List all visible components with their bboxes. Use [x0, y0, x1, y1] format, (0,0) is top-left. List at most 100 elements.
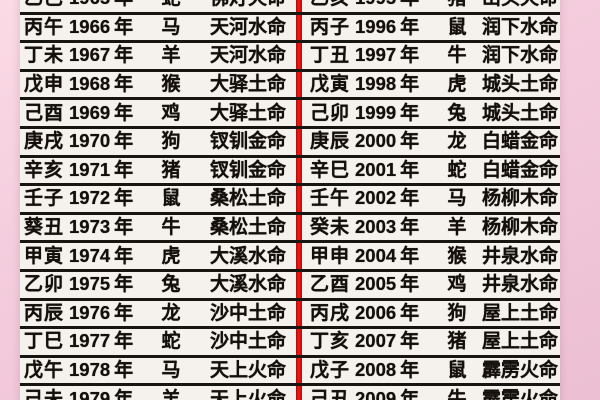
ganzhi-label: 庚戌 — [24, 131, 65, 153]
zodiac-animal: 虎 — [447, 74, 467, 96]
year-suffix: 年 — [114, 188, 134, 210]
ganzhi-year: 庚戌 1970 年 — [24, 131, 146, 153]
zodiac-animal: 马 — [447, 188, 467, 210]
nayin-element: 井泉水命 — [482, 274, 559, 296]
year-suffix: 年 — [400, 360, 420, 382]
row-left-half: 壬子 1972 年鼠桑松土命 — [20, 187, 290, 210]
ganzhi-year: 乙亥 1995 年 — [310, 0, 432, 8]
row-right-half: 己丑 2009 年 牛 霹雳火命 — [290, 388, 560, 400]
zodiac-animal: 羊 — [161, 388, 181, 400]
zodiac-animal: 猪 — [432, 0, 482, 8]
zodiac-animal: 虎 — [161, 245, 181, 267]
year-suffix: 年 — [400, 245, 420, 267]
ganzhi-year: 丁巳 1977 年 — [24, 331, 146, 353]
row-left-half: 庚戌 1970 年狗钗钏金命 — [20, 131, 290, 153]
year-value: 1972 — [69, 187, 111, 209]
nayin-element: 润下水命 — [482, 45, 559, 67]
ganzhi-label: 戊子 — [310, 360, 351, 382]
zodiac-animal: 鼠 — [447, 16, 467, 38]
year-suffix: 年 — [114, 217, 134, 239]
ganzhi-label: 癸未 — [310, 217, 351, 239]
table-row: 己酉 1969 年鸡大驿土命 己卯 1999 年兔城头土命 — [20, 100, 560, 129]
nayin-element: 钗钏金命 — [209, 159, 286, 181]
year-suffix: 年 — [400, 45, 420, 67]
ganzhi-year: 丁亥 2007 年 — [310, 331, 432, 353]
table-row: 戊午 1978 年马天上火命 戊子 2008 年鼠霹雳火命 — [20, 358, 560, 387]
ganzhi-year: 乙酉 2005 年 — [310, 273, 432, 295]
ganzhi-label: 乙巳 — [24, 0, 64, 8]
year-suffix: 年 — [400, 188, 420, 210]
ganzhi-year: 乙卯 1975 年 — [24, 274, 146, 296]
year-value: 1974 — [69, 244, 111, 266]
row-right-half: 丁丑 1997 年牛润下水命 — [290, 44, 560, 67]
ganzhi-label: 葵丑 — [24, 217, 65, 239]
year-value: 2002 — [355, 187, 397, 209]
table-row: 丁巳 1977 年蛇沙中土命 丁亥 2007 年猪屋上土命 — [20, 329, 560, 358]
year-value: 1969 — [69, 101, 111, 123]
nayin-element: 大驿土命 — [209, 102, 286, 124]
year-suffix: 年 — [114, 16, 134, 38]
year-value: 2005 — [355, 273, 397, 295]
nayin-element: 大溪水命 — [209, 245, 286, 267]
year-value: 2000 — [355, 130, 397, 152]
ganzhi-label: 乙卯 — [24, 274, 65, 296]
row-left-half: 戊申 1968 年猴大驿土命 — [20, 74, 290, 96]
zodiac-animal: 羊 — [161, 45, 181, 67]
nayin-element: 大驿土命 — [209, 74, 286, 96]
ganzhi-year: 壬子 1972 年 — [24, 187, 146, 210]
row-right-half: 戊寅 1998 年虎城头土命 — [290, 74, 560, 96]
year-value: 1978 — [69, 359, 111, 381]
zodiac-animal: 猴 — [447, 245, 467, 267]
row-left-half: 己酉 1969 年鸡大驿土命 — [20, 101, 290, 124]
year-suffix: 年 — [114, 274, 134, 296]
ganzhi-label: 丙辰 — [24, 302, 65, 324]
nayin-element: 天河水命 — [209, 45, 286, 67]
ganzhi-year: 己卯 1999 年 — [310, 103, 432, 123]
table-row: 庚戌 1970 年狗钗钏金命 庚辰 2000 年龙白蜡金命 — [20, 129, 560, 158]
ganzhi-label: 丁亥 — [310, 331, 351, 353]
nayin-element: 霹雳火命 — [482, 388, 559, 400]
ganzhi-label: 己丑 — [310, 388, 351, 400]
year-value: 1995 — [355, 0, 396, 8]
nayin-element: 天河水命 — [209, 16, 286, 38]
zodiac-animal: 鸡 — [161, 102, 181, 124]
zodiac-animal: 猴 — [161, 74, 181, 96]
zodiac-animal: 马 — [161, 16, 181, 38]
ganzhi-year: 葵丑 1973 年 — [24, 217, 146, 239]
ganzhi-label: 庚辰 — [310, 131, 351, 153]
ganzhi-year: 己丑 2009 年 — [310, 388, 432, 400]
row-right-half: 甲申 2004 年猴井泉水命 — [290, 245, 560, 267]
year-value: 1997 — [355, 44, 397, 66]
row-left-half: 丙午 1966 年马天河水命 — [20, 16, 290, 38]
ganzhi-label: 丁巳 — [24, 331, 65, 353]
ganzhi-label: 甲申 — [310, 245, 351, 267]
ganzhi-label: 辛亥 — [24, 159, 65, 181]
year-value: 2008 — [355, 359, 397, 381]
nayin-element: 桑松土命 — [209, 217, 286, 239]
ganzhi-year: 辛巳 2001 年 — [310, 159, 432, 181]
zodiac-animal: 兔 — [447, 102, 467, 124]
ganzhi-label: 己未 — [24, 388, 65, 400]
nayin-element: 沙中土命 — [209, 331, 286, 353]
nayin-element: 桑松土命 — [209, 188, 286, 210]
year-suffix: 年 — [114, 159, 134, 181]
nayin-element: 白蜡金命 — [482, 159, 559, 181]
zodiac-animal: 猪 — [447, 331, 467, 353]
row-right-half: 丁亥 2007 年猪屋上土命 — [290, 331, 560, 353]
column-divider — [296, 0, 302, 400]
row-right-half: 丙子 1996 年鼠润下水命 — [290, 16, 560, 38]
row-right-half: 乙酉 2005 年鸡井泉水命 — [290, 273, 560, 296]
year-value: 1976 — [69, 301, 111, 323]
ganzhi-year: 丁丑 1997 年 — [310, 44, 432, 67]
year-value: 1967 — [69, 44, 111, 66]
year-suffix: 年 — [114, 45, 134, 67]
year-value: 2006 — [355, 301, 397, 323]
nayin-element: 城头土命 — [482, 102, 559, 124]
ganzhi-label: 戊申 — [24, 74, 65, 96]
year-suffix: 年 — [400, 0, 419, 8]
row-right-half: 戊子 2008 年鼠霹雳火命 — [290, 359, 560, 382]
ganzhi-label: 辛巳 — [310, 159, 351, 181]
nayin-element: 杨柳木命 — [482, 217, 559, 239]
ganzhi-label: 丙午 — [24, 16, 65, 38]
